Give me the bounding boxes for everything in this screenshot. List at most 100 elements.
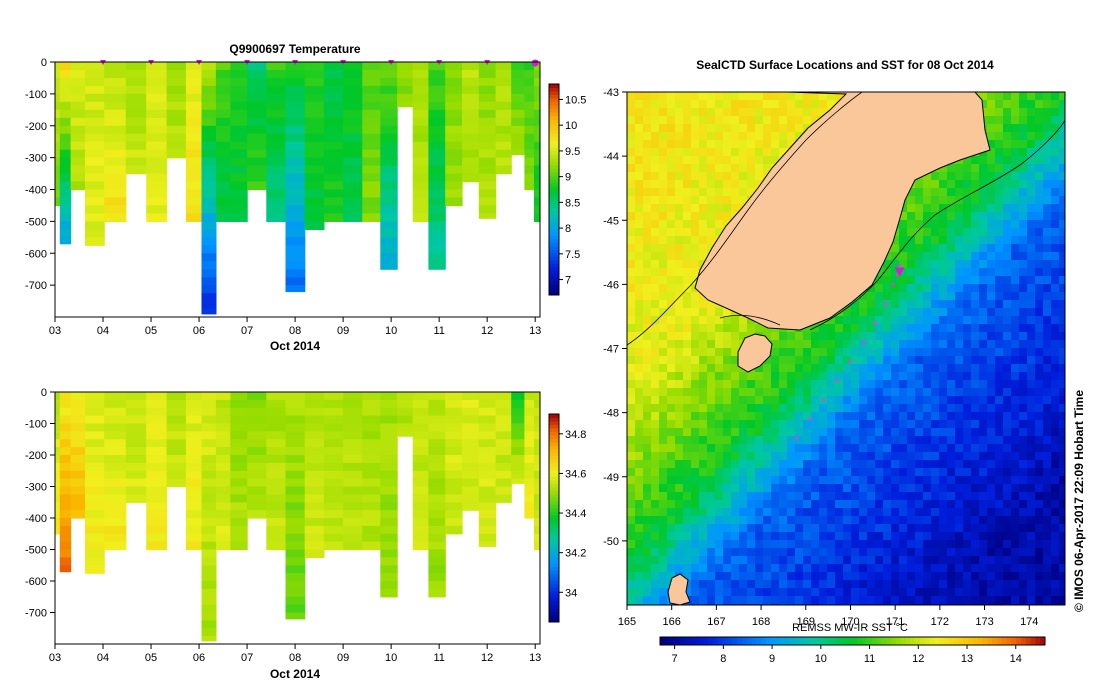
section-cell (445, 415, 463, 425)
sst-cell (1035, 492, 1044, 501)
sst-cell (635, 276, 644, 285)
sst-cell (635, 220, 644, 229)
section-cell (304, 392, 325, 401)
sst-cell (723, 92, 732, 101)
section-cell (215, 85, 231, 95)
sst-cell (715, 156, 724, 165)
section-cell (146, 109, 168, 119)
sst-cell (907, 260, 916, 269)
section-cell (230, 77, 248, 87)
sst-cell (659, 284, 668, 293)
sst-cell (1059, 220, 1065, 229)
sst-cell (891, 324, 900, 333)
sst-cell (995, 572, 1004, 581)
sst-cell (659, 172, 668, 181)
section-cell (534, 205, 540, 214)
sst-cell (691, 396, 700, 405)
section-cell (462, 149, 480, 159)
sst-cell (739, 100, 748, 109)
section-cell (362, 478, 381, 488)
sst-cell (795, 444, 804, 453)
sst-cell (651, 588, 660, 597)
sst-cell (699, 476, 708, 485)
sst-cell (667, 180, 676, 189)
sst-cell (763, 452, 772, 461)
sst-cell (1051, 196, 1060, 205)
sst-cell (707, 436, 716, 445)
sst-cell (899, 436, 908, 445)
sst-cell (827, 412, 836, 421)
sst-cell (651, 404, 660, 413)
sst-cell (963, 516, 972, 525)
sst-cell (667, 204, 676, 213)
sst-cell (1035, 132, 1044, 141)
sst-cell (851, 388, 860, 397)
section-cell (380, 447, 398, 456)
sst-cell (1059, 540, 1065, 549)
sst-cell (931, 548, 940, 557)
section-cell (304, 101, 325, 111)
section-cell (230, 141, 248, 151)
section-cell (462, 109, 480, 119)
section-cell (146, 392, 168, 401)
section-cell (230, 133, 248, 143)
sst-cell (1003, 308, 1012, 317)
sst-cell (1043, 236, 1052, 245)
sst-cell (1011, 228, 1020, 237)
sst-cell (715, 460, 724, 469)
colorbar-swatch (549, 587, 559, 592)
sst-cell (1043, 164, 1052, 173)
sst-cell (715, 492, 724, 501)
sst-cell (1011, 140, 1020, 149)
sst-cell (1051, 388, 1060, 397)
section-cell (323, 173, 344, 183)
sst-cell (827, 492, 836, 501)
colorbar-swatch (549, 559, 559, 564)
section-cell (185, 502, 203, 511)
sst-cell (971, 508, 980, 517)
section-cell (428, 549, 446, 558)
colorbar-swatch (549, 291, 559, 296)
sst-cell (891, 276, 900, 285)
sst-cell (667, 484, 676, 493)
section-cell (412, 486, 429, 495)
sst-cell (851, 476, 860, 485)
section-cell (59, 423, 72, 432)
sst-cell (771, 444, 780, 453)
sst-cell (955, 380, 964, 389)
sst-cell (1027, 276, 1036, 285)
section-cell (185, 486, 203, 495)
sst-cell (931, 468, 940, 477)
section-cell (55, 165, 61, 175)
sst-cell (1051, 460, 1060, 469)
sst-cell (651, 300, 660, 309)
sst-cell (955, 268, 964, 277)
section-cell (478, 462, 497, 472)
section-cell (59, 141, 72, 151)
sst-cell (923, 444, 932, 453)
sst-cell (899, 364, 908, 373)
sst-cell (1059, 108, 1065, 117)
section-cell (495, 462, 512, 472)
section-cell (85, 229, 105, 238)
sst-cell (979, 444, 988, 453)
sst-cell (843, 540, 852, 549)
sst-cell (947, 348, 956, 357)
sst-cell (979, 396, 988, 405)
section-cell (166, 439, 187, 448)
sst-cell (667, 92, 676, 101)
sst-cell (643, 500, 652, 509)
section-cell (230, 157, 248, 167)
sst-cell (923, 532, 932, 541)
sst-cell (915, 420, 924, 429)
sst-cell (979, 300, 988, 309)
section-cell (524, 70, 535, 79)
sst-cell (859, 500, 868, 509)
section-cell (495, 77, 512, 87)
sst-cell (963, 292, 972, 301)
sst-cell (1027, 132, 1036, 141)
sst-cell (691, 332, 700, 341)
sst-cell (1035, 580, 1044, 589)
section-cell (428, 486, 446, 495)
sst-cell (979, 220, 988, 229)
